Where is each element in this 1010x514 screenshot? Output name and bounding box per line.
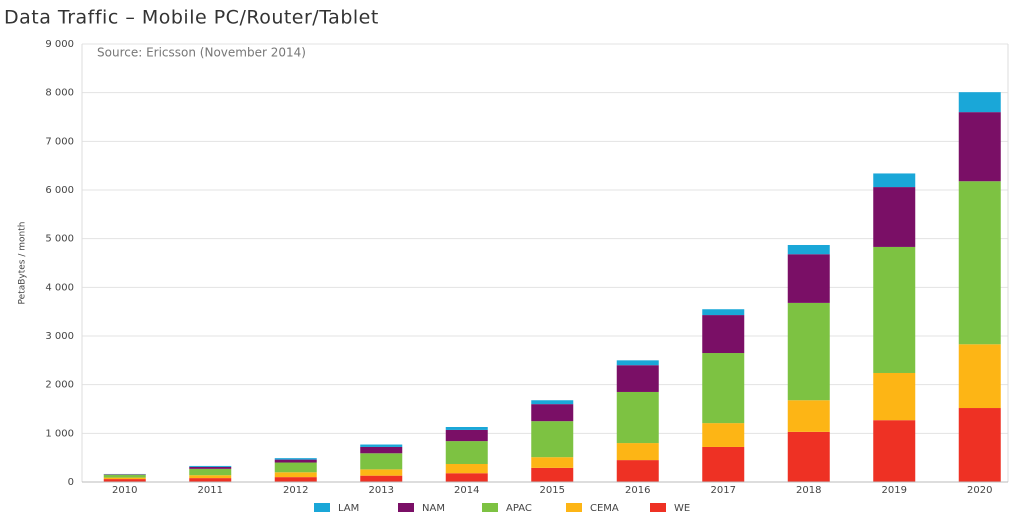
bar-segment: [274, 459, 317, 463]
bar-segment: [274, 462, 317, 473]
bar-segment: [958, 181, 1001, 345]
chart-title: Data Traffic – Mobile PC/Router/Tablet: [4, 7, 379, 29]
bar-segment: [360, 469, 403, 476]
y-axis-label: PetaBytes / month: [18, 222, 28, 305]
legend-swatch: [398, 503, 414, 512]
legend-label: LAM: [338, 503, 359, 514]
x-tick-label: 2018: [796, 485, 821, 496]
y-tick-label: 6 000: [45, 185, 74, 196]
bar-segment: [958, 92, 1001, 113]
x-tick-label: 2012: [283, 485, 308, 496]
bar-segment: [787, 431, 830, 482]
bar-segment: [445, 441, 488, 464]
bar-segment: [274, 472, 317, 478]
legend-swatch: [314, 503, 330, 512]
bar-segment: [531, 404, 574, 422]
bar-segment: [958, 408, 1001, 482]
y-tick-label: 4 000: [45, 282, 74, 293]
bar-segment: [702, 315, 745, 354]
bar-segment: [103, 474, 146, 478]
bar-segment: [531, 421, 574, 458]
bar-segment: [958, 112, 1001, 182]
x-tick-label: 2010: [112, 485, 137, 496]
bar-segment: [787, 244, 830, 255]
y-tick-label: 8 000: [45, 88, 74, 99]
bar-segment: [445, 427, 488, 430]
bar-segment: [274, 477, 317, 482]
annotation: Source: Ericsson (November 2014): [97, 46, 306, 60]
y-tick-label: 5 000: [45, 234, 74, 245]
x-tick-label: 2019: [882, 485, 907, 496]
bar-segment: [873, 173, 916, 188]
bar-segment: [702, 423, 745, 447]
bar-segment: [103, 479, 146, 482]
bar-segment: [616, 391, 659, 444]
bar-segment: [702, 353, 745, 424]
bar-segment: [873, 372, 916, 421]
bar-segment: [189, 465, 232, 467]
bar-segment: [360, 444, 403, 447]
legend-swatch: [566, 503, 582, 512]
y-tick-label: 7 000: [45, 136, 74, 147]
bar-segment: [702, 309, 745, 316]
y-tick-label: 3 000: [45, 331, 74, 342]
bar-segment: [616, 460, 659, 482]
bar-segment: [360, 446, 403, 454]
bar-segment: [445, 463, 488, 474]
x-tick-label: 2014: [454, 485, 479, 496]
bar-segment: [360, 453, 403, 470]
x-tick-label: 2016: [625, 485, 650, 496]
bar-segment: [445, 473, 488, 482]
legend-label: APAC: [506, 503, 532, 514]
x-tick-label: 2011: [198, 485, 223, 496]
bar-segment: [531, 400, 574, 405]
bar-segment: [616, 365, 659, 392]
x-tick-label: 2015: [540, 485, 565, 496]
bar-segment: [445, 429, 488, 442]
bar-segment: [189, 468, 232, 476]
bar-segment: [702, 446, 745, 482]
bar-segment: [873, 187, 916, 247]
y-tick-label: 1 000: [45, 428, 74, 439]
bar-segment: [274, 458, 317, 460]
bar-segment: [189, 475, 232, 479]
legend-label: CEMA: [590, 503, 619, 514]
bar-segment: [103, 477, 146, 480]
bar-segment: [531, 457, 574, 468]
x-tick-label: 2020: [967, 485, 992, 496]
bar-segment: [189, 466, 232, 469]
bar-segment: [531, 467, 574, 482]
y-tick-label: 9 000: [45, 39, 74, 50]
bar-segment: [787, 254, 830, 303]
legend-swatch: [482, 503, 498, 512]
bar-segment: [873, 246, 916, 373]
x-tick-label: 2017: [711, 485, 736, 496]
legend-swatch: [650, 503, 666, 512]
bar-segment: [787, 302, 830, 401]
bar-segment: [873, 420, 916, 482]
y-tick-label: 2 000: [45, 380, 74, 391]
legend-label: WE: [674, 503, 690, 514]
y-tick-label: 0: [68, 477, 74, 488]
bar-segment: [616, 360, 659, 366]
bar-segment: [787, 400, 830, 432]
bar-segment: [189, 478, 232, 482]
bar-segment: [360, 475, 403, 482]
legend-label: NAM: [422, 503, 445, 514]
bar-segment: [616, 443, 659, 461]
bar-segment: [958, 344, 1001, 409]
x-tick-label: 2013: [369, 485, 394, 496]
